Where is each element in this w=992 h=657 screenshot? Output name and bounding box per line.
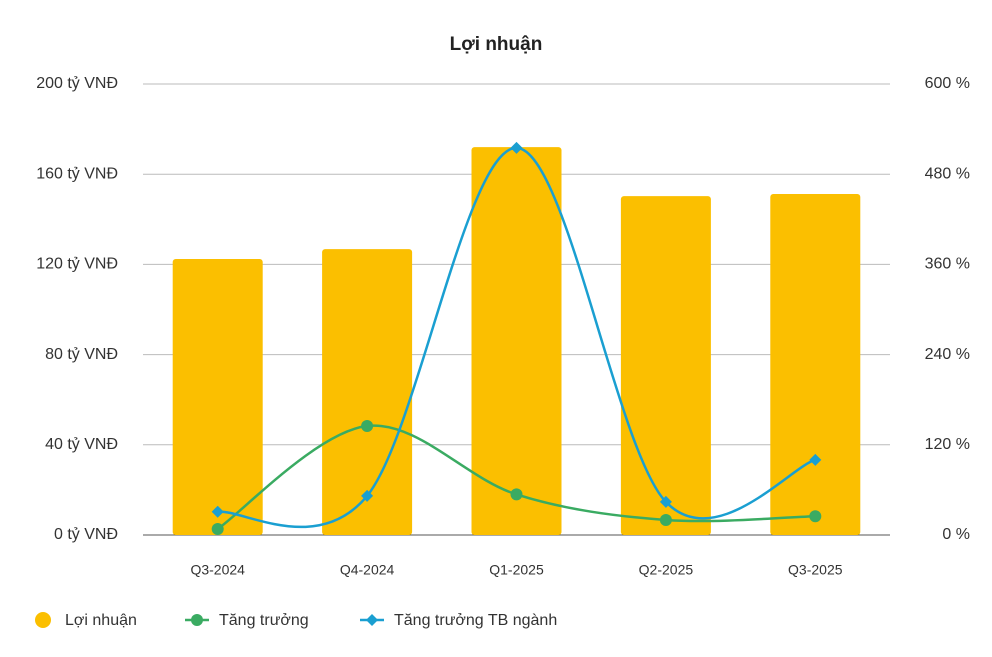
marker [510,141,523,154]
y2-tick-label: 0 % [942,526,970,543]
y2-tick-label: 600 % [925,75,970,92]
marker [510,488,523,501]
legend-label: Tăng trưởng TB ngành [394,612,557,629]
legend-swatch [366,614,378,626]
y-tick-label: 40 tỷ VNĐ [45,436,118,453]
y2-tick-label: 360 % [925,256,970,273]
bar [770,194,861,535]
marker [809,453,822,466]
x-tick-label: Q4-2024 [340,562,395,578]
marker [211,522,224,535]
y-tick-label: 0 tỷ VNĐ [54,526,118,543]
x-tick-label: Q3-2025 [788,562,843,578]
bar [471,147,562,535]
y-tick-label: 120 tỷ VNĐ [36,256,118,273]
marker [211,505,224,518]
legend-label: Lợi nhuận [65,612,137,629]
marker [361,420,374,433]
marker [659,495,672,508]
marker [361,489,374,502]
bar [172,258,263,535]
x-tick-label: Q3-2024 [190,562,245,578]
bar [322,249,413,536]
legend-swatch [191,614,203,626]
legend-label: Tăng trưởng [219,612,309,629]
marker [659,513,672,526]
legend-swatch [35,612,51,628]
y-tick-label: 200 tỷ VNĐ [36,75,118,92]
x-tick-label: Q1-2025 [489,562,544,578]
y-tick-label: 160 tỷ VNĐ [36,165,118,182]
y2-tick-label: 120 % [925,436,970,453]
y2-tick-label: 240 % [925,346,970,363]
y-tick-label: 80 tỷ VNĐ [45,346,118,363]
y2-tick-label: 480 % [925,165,970,182]
chart-title: Lợi nhuận [450,34,543,55]
marker [809,510,822,523]
bar [620,196,711,536]
x-tick-label: Q2-2025 [639,562,694,578]
